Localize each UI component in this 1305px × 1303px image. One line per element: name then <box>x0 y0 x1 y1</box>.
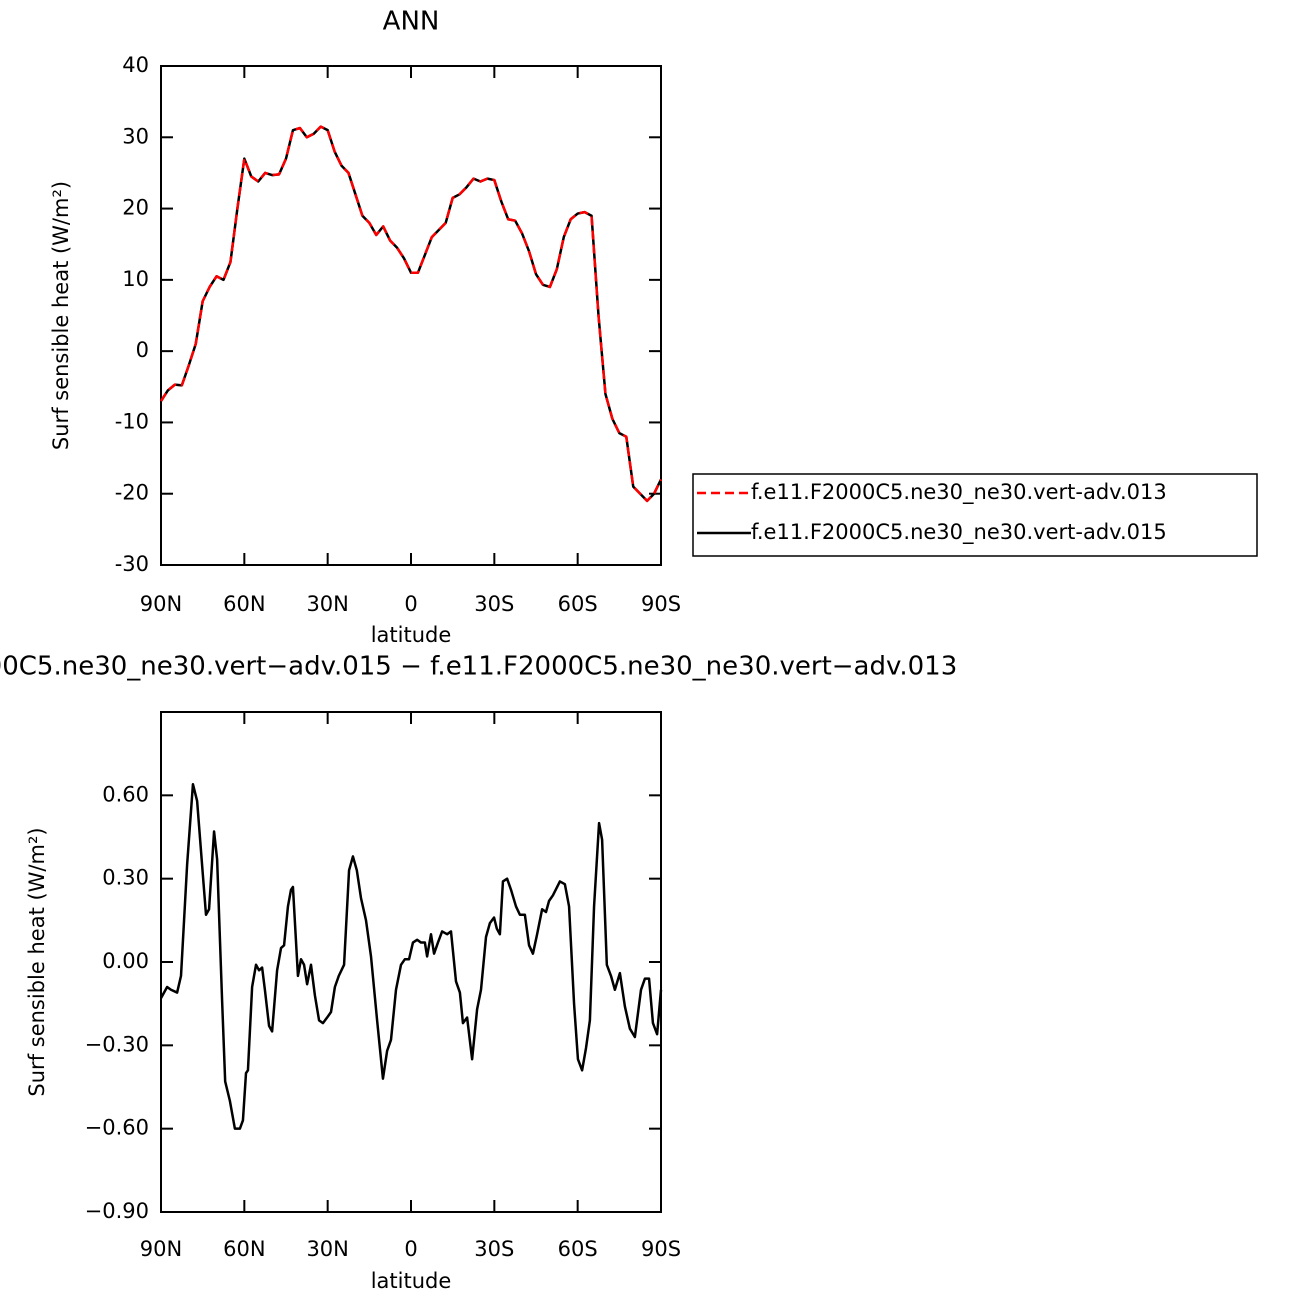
series-line <box>159 125 663 503</box>
y-tick-label: -30 <box>115 552 149 576</box>
x-tick-label: 60N <box>223 1237 265 1261</box>
x-tick-label: 60N <box>223 592 265 616</box>
x-tick-label: 90S <box>641 1237 681 1261</box>
series-line <box>159 125 663 503</box>
x-tick-label: 90S <box>641 592 681 616</box>
x-tick-label: 60S <box>558 592 598 616</box>
x-tick-label: 90N <box>140 592 182 616</box>
y-tick-label: 0.60 <box>102 782 149 806</box>
x-tick-label: 30S <box>474 592 514 616</box>
y-tick-label: −0.60 <box>85 1116 149 1140</box>
y-axis-label: Surf sensible heat (W/m²) <box>49 181 73 450</box>
chart-title: f.e11.F2000C5.ne30_ne30.vert−adv.015 − f… <box>0 652 957 682</box>
y-tick-label: 20 <box>122 196 149 220</box>
y-tick-label: −0.30 <box>85 1032 149 1056</box>
y-tick-label: 0 <box>136 338 149 362</box>
series-line <box>159 782 663 1130</box>
y-tick-label: 0.30 <box>102 866 149 890</box>
y-axis-label: Surf sensible heat (W/m²) <box>25 827 49 1096</box>
y-tick-label: 10 <box>122 267 149 291</box>
legend-box <box>692 473 1258 557</box>
x-tick-label: 30N <box>306 1237 348 1261</box>
y-tick-label: -10 <box>115 409 149 433</box>
x-axis-label: latitude <box>371 623 452 647</box>
x-tick-label: 0 <box>404 592 417 616</box>
y-tick-label: 0.00 <box>102 949 149 973</box>
y-tick-label: 40 <box>122 53 149 77</box>
x-tick-label: 90N <box>140 1237 182 1261</box>
x-tick-label: 30S <box>474 1237 514 1261</box>
y-tick-label: 30 <box>122 124 149 148</box>
plot-frame <box>160 65 662 566</box>
y-tick-label: -20 <box>115 481 149 505</box>
x-tick-label: 0 <box>404 1237 417 1261</box>
legend-label: f.e11.F2000C5.ne30_ne30.vert-adv.015 <box>751 520 1167 545</box>
x-tick-label: 30N <box>306 592 348 616</box>
y-tick-label: −0.90 <box>85 1199 149 1223</box>
x-axis-label: latitude <box>371 1269 452 1293</box>
legend-label: f.e11.F2000C5.ne30_ne30.vert-adv.013 <box>751 480 1167 505</box>
plot-frame <box>160 711 662 1213</box>
x-tick-label: 60S <box>558 1237 598 1261</box>
chart-title: ANN <box>383 7 440 37</box>
